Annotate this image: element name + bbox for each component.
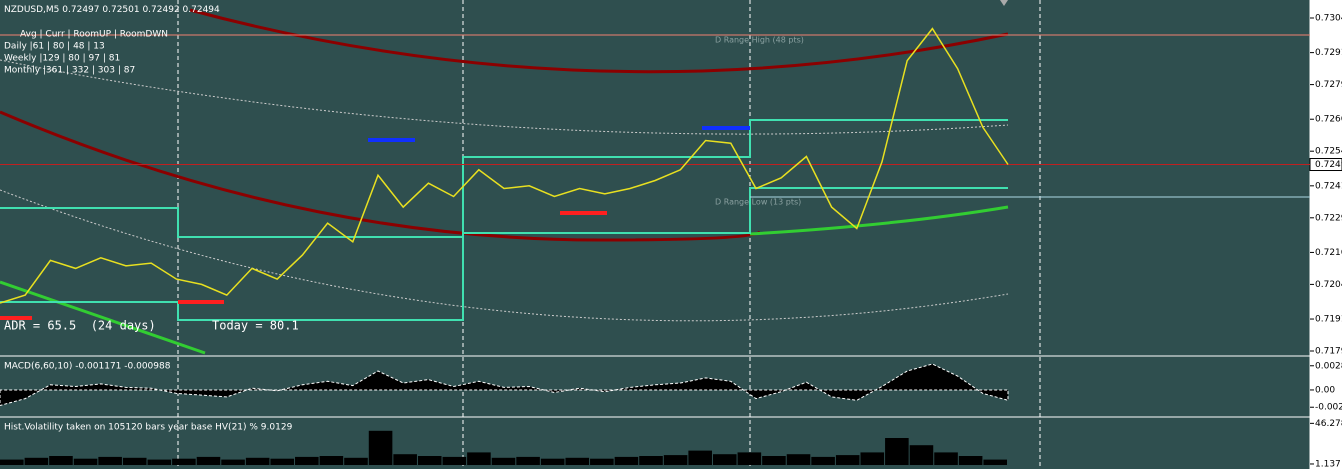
hv-bar	[983, 459, 1007, 465]
hv-bar	[934, 452, 958, 465]
hv-bar	[590, 458, 614, 465]
hv-bar	[172, 458, 196, 465]
hv-bar	[614, 456, 639, 465]
hv-bar	[295, 456, 319, 465]
macd-area	[0, 363, 1009, 407]
y-tick-label: 0.0028	[1315, 361, 1342, 371]
range-high-label: D Range High (48 pts)	[715, 36, 804, 45]
ma-curve	[749, 205, 1009, 236]
y-tick-label: 0.7304	[1315, 13, 1342, 23]
low-marker	[0, 211, 607, 320]
hv-bar	[835, 455, 860, 465]
price-scale-bg	[1310, 0, 1342, 469]
y-tick-label: 0.00	[1315, 385, 1335, 395]
y-tick-label: 0.7266	[1315, 115, 1342, 125]
hv-bar	[319, 456, 344, 465]
y-tick-label: 0.7179	[1315, 347, 1342, 357]
hv-bar	[737, 452, 762, 465]
hv-bar	[221, 459, 245, 465]
hv-bar	[196, 456, 221, 465]
range-box	[0, 119, 1008, 321]
y-tick-label: 0.7254	[1315, 147, 1342, 157]
hv-bar	[885, 438, 909, 465]
current-price-label: 0.7249	[1315, 160, 1342, 170]
macd-title: MACD(6,60,10) -0.001171 -0.000988	[4, 362, 171, 372]
hv-bar	[368, 430, 393, 465]
info-row: Weekly |129 | 80 | 97 | 81	[4, 54, 120, 64]
quotes: 0.72497 0.72501 0.72492 0.72494	[62, 5, 220, 15]
hv-bar	[122, 457, 147, 465]
hv-bar	[663, 455, 688, 465]
info-header: Avg | Curr | RoomUP | RoomDWN	[20, 30, 168, 40]
hv-bar	[417, 456, 442, 465]
envelope	[0, 189, 1009, 322]
hv-bar	[393, 454, 417, 465]
hv-bar	[786, 454, 811, 465]
hv-bar	[442, 456, 467, 465]
y-tick-label: 46.278	[1315, 419, 1342, 429]
hv-bar	[688, 450, 712, 465]
y-tick-label: -0.002	[1315, 403, 1342, 413]
hv-bar	[147, 459, 172, 465]
symbol: NZDUSD,M5 0.72497 0.72501 0.72492 0.7249…	[4, 5, 220, 15]
info-row: Monthly |361 | 332 | 303 | 87	[4, 66, 135, 76]
y-tick-label: 0.7191	[1315, 315, 1342, 325]
ma-curve	[0, 280, 206, 355]
hv-bar	[516, 456, 540, 465]
y-tick-label: 0.7204	[1315, 280, 1342, 290]
ma-curve	[189, 8, 1009, 74]
hv-bar	[73, 458, 98, 465]
high-marker	[368, 126, 750, 142]
symbol-name: NZDUSD,M5	[4, 5, 59, 15]
axes: 0.7304 0.7291 0.7279 0.7266 0.7254 0.7241 0.72…	[1309, 13, 1342, 469]
y-tick-label: 1.137	[1315, 459, 1341, 469]
y-tick-label: 0.7241	[1315, 181, 1342, 191]
info-row: Daily |61 | 80 | 48 | 13	[4, 42, 105, 52]
ma-curve	[0, 110, 761, 242]
hv-bar	[24, 457, 49, 465]
shift-marker	[1000, 0, 1008, 6]
range-low-label: D Range Low (13 pts)	[715, 198, 801, 207]
hv-bar	[344, 457, 368, 465]
y-tick-label: 0.7279	[1315, 80, 1342, 90]
hv-bar	[762, 456, 786, 465]
adr-label: ADR = 65.5 (24 days)	[4, 319, 156, 333]
hv-bar	[270, 458, 295, 465]
y-tick-label: 0.7216	[1315, 248, 1342, 258]
hv-title: Hist.Volatility taken on 105120 bars yea…	[4, 423, 293, 433]
hv-bar	[49, 456, 73, 465]
hv-bar	[811, 456, 835, 465]
hv-bar	[491, 457, 516, 465]
hv-bar	[98, 456, 122, 465]
envelope	[0, 59, 1009, 135]
hv-bar	[0, 459, 24, 465]
hv-bar	[245, 457, 270, 465]
today-label: Today = 80.1	[212, 319, 299, 333]
hv-bar	[565, 457, 590, 465]
price-line	[0, 27, 1009, 304]
hv-bar	[909, 445, 934, 465]
hv-bar	[712, 454, 737, 465]
hv-bar	[860, 452, 885, 465]
hv-bar	[639, 456, 663, 465]
y-tick-label: 0.7229	[1315, 213, 1342, 223]
hv-bar	[540, 458, 565, 465]
y-tick-label: 0.7291	[1315, 48, 1342, 58]
hv-bar	[958, 456, 983, 465]
hv-bar	[467, 452, 491, 465]
